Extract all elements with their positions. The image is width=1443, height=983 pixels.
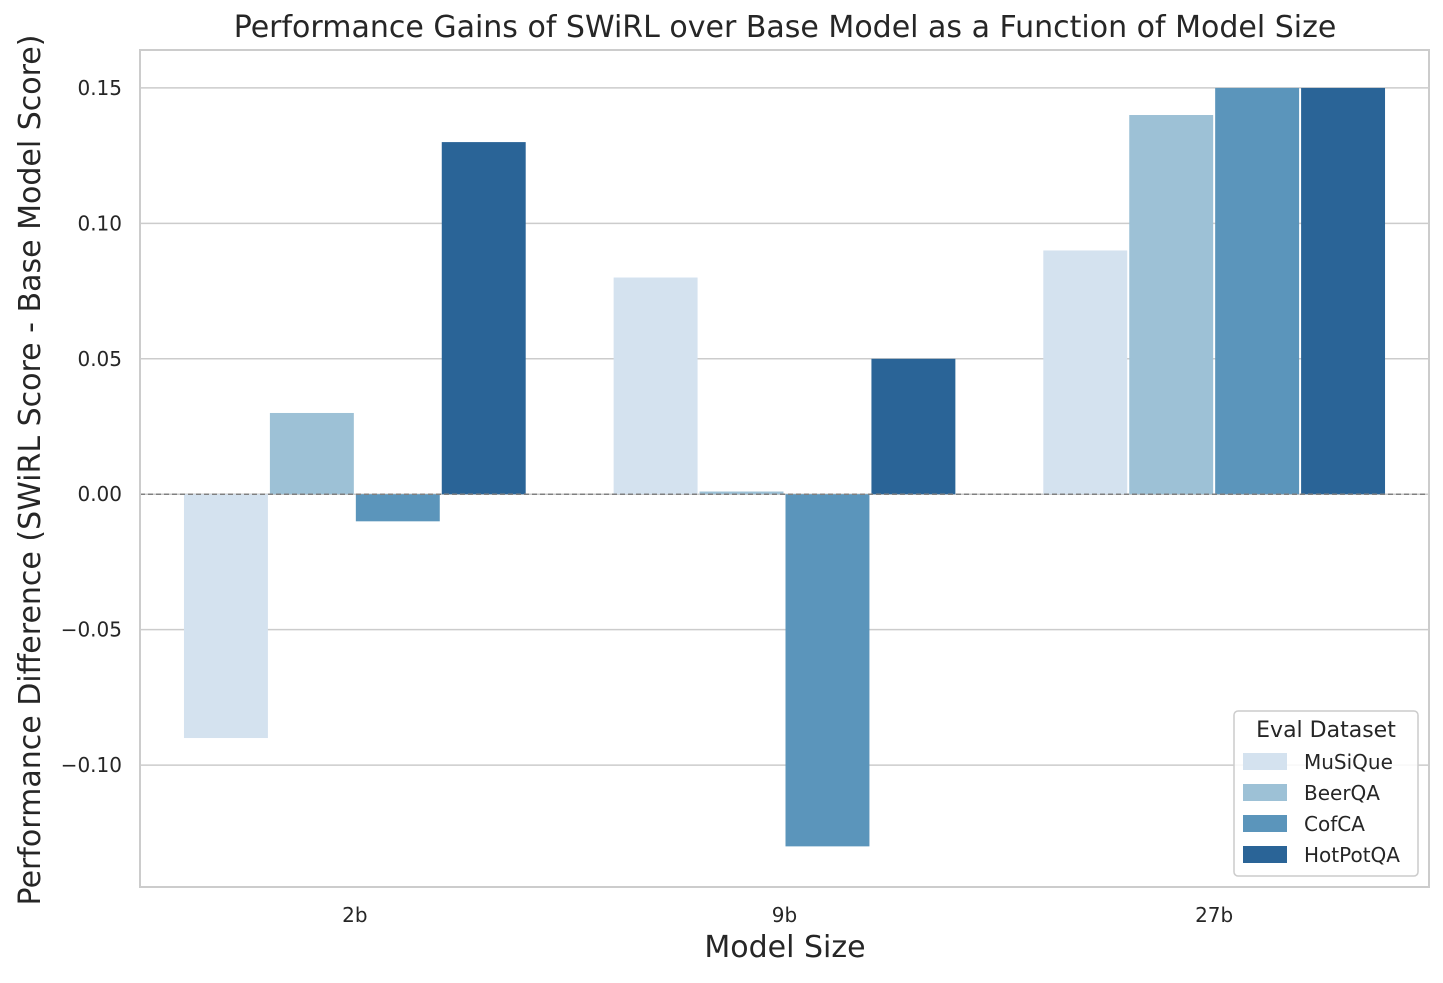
x-tick-label: 2b [342,903,367,927]
legend-label-musique: MuSiQue [1304,750,1393,774]
bar-27b-hotpotqa [1301,87,1386,495]
y-tick-label: −0.10 [61,753,122,777]
bar-9b-beerqa [699,491,784,495]
bars [183,87,1386,847]
legend-label-hotpotqa: HotPotQA [1304,843,1400,867]
legend-swatch-hotpotqa [1243,846,1287,863]
y-tick-labels: −0.10 −0.05 0.00 0.05 0.10 0.15 [61,76,122,777]
legend-swatch-beerqa [1243,784,1287,801]
x-tick-labels: 2b 9b 27b [342,903,1233,927]
chart-title: Performance Gains of SWiRL over Base Mod… [234,10,1337,45]
x-tick-label: 9b [772,903,797,927]
bar-9b-hotpotqa [871,358,956,495]
y-tick-label: 0.15 [77,76,122,100]
y-tick-label: 0.10 [77,211,122,235]
legend-label-cofca: CofCA [1304,812,1365,836]
legend-box [1233,710,1419,877]
bar-2b-hotpotqa [441,142,526,495]
bar-27b-cofca [1215,87,1300,495]
y-tick-label: −0.05 [61,618,122,642]
bar-2b-cofca [355,494,440,522]
bar-27b-beerqa [1129,115,1214,495]
legend-swatch-musique [1243,753,1287,770]
legend-swatch-cofca [1243,815,1287,832]
x-tick-label: 27b [1195,903,1233,927]
bar-27b-musique [1043,250,1128,495]
x-axis-label: Model Size [704,930,865,965]
plot-frame [139,49,1430,888]
bar-9b-cofca [785,494,870,847]
y-tick-label: 0.05 [77,347,122,371]
legend-title: Eval Dataset [1256,718,1396,743]
bar-2b-musique [183,494,268,739]
bar-2b-beerqa [269,412,354,495]
y-axis-label: Performance Difference (SWiRL Score - Ba… [13,35,48,906]
legend: Eval Dataset MuSiQue BeerQA CofCA HotPotQA [1233,710,1419,877]
legend-label-beerqa: BeerQA [1304,781,1380,805]
legend-items: MuSiQue BeerQA CofCA HotPotQA [1243,750,1400,867]
bar-9b-musique [613,277,698,495]
y-tick-label: 0.00 [77,482,122,506]
